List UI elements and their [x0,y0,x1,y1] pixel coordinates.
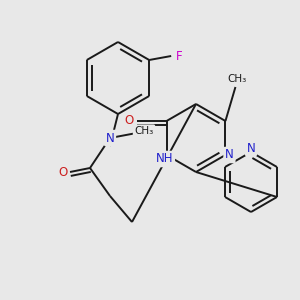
Text: O: O [124,115,133,128]
Text: NH: NH [156,152,173,166]
Text: CH₃: CH₃ [228,74,247,84]
Text: F: F [176,50,182,62]
Text: CH₃: CH₃ [134,126,154,136]
Text: O: O [58,166,68,178]
Text: N: N [225,148,234,161]
Text: N: N [106,131,114,145]
Text: N: N [247,142,255,154]
